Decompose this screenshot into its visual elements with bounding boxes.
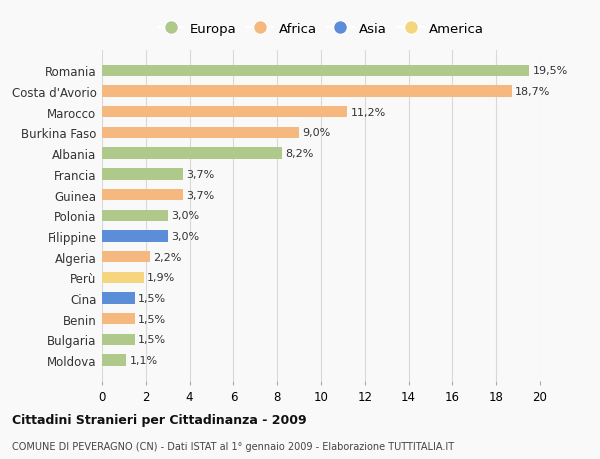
Bar bbox=[102, 252, 150, 263]
Text: 11,2%: 11,2% bbox=[350, 107, 386, 118]
Bar bbox=[102, 210, 168, 221]
Text: 1,1%: 1,1% bbox=[130, 355, 158, 365]
Bar bbox=[102, 231, 168, 242]
Text: COMUNE DI PEVERAGNO (CN) - Dati ISTAT al 1° gennaio 2009 - Elaborazione TUTTITAL: COMUNE DI PEVERAGNO (CN) - Dati ISTAT al… bbox=[12, 441, 454, 451]
Text: 19,5%: 19,5% bbox=[532, 66, 568, 76]
Bar bbox=[102, 128, 299, 139]
Text: 1,5%: 1,5% bbox=[138, 314, 166, 324]
Text: 9,0%: 9,0% bbox=[302, 128, 331, 138]
Bar bbox=[102, 334, 135, 345]
Text: 3,0%: 3,0% bbox=[171, 231, 199, 241]
Bar bbox=[102, 190, 183, 201]
Text: 1,5%: 1,5% bbox=[138, 293, 166, 303]
Text: 1,9%: 1,9% bbox=[147, 273, 175, 283]
Text: Cittadini Stranieri per Cittadinanza - 2009: Cittadini Stranieri per Cittadinanza - 2… bbox=[12, 413, 307, 426]
Text: 3,7%: 3,7% bbox=[187, 169, 215, 179]
Bar bbox=[102, 66, 529, 77]
Text: 3,0%: 3,0% bbox=[171, 211, 199, 221]
Text: 2,2%: 2,2% bbox=[154, 252, 182, 262]
Bar bbox=[102, 272, 143, 283]
Text: 8,2%: 8,2% bbox=[285, 149, 313, 159]
Bar bbox=[102, 293, 135, 304]
Bar bbox=[102, 169, 183, 180]
Text: 3,7%: 3,7% bbox=[187, 190, 215, 200]
Bar bbox=[102, 86, 512, 97]
Legend: Europa, Africa, Asia, America: Europa, Africa, Asia, America bbox=[152, 17, 490, 41]
Text: 18,7%: 18,7% bbox=[515, 87, 550, 97]
Bar bbox=[102, 148, 281, 159]
Bar bbox=[102, 107, 347, 118]
Bar bbox=[102, 355, 126, 366]
Text: 1,5%: 1,5% bbox=[138, 335, 166, 345]
Bar bbox=[102, 313, 135, 325]
